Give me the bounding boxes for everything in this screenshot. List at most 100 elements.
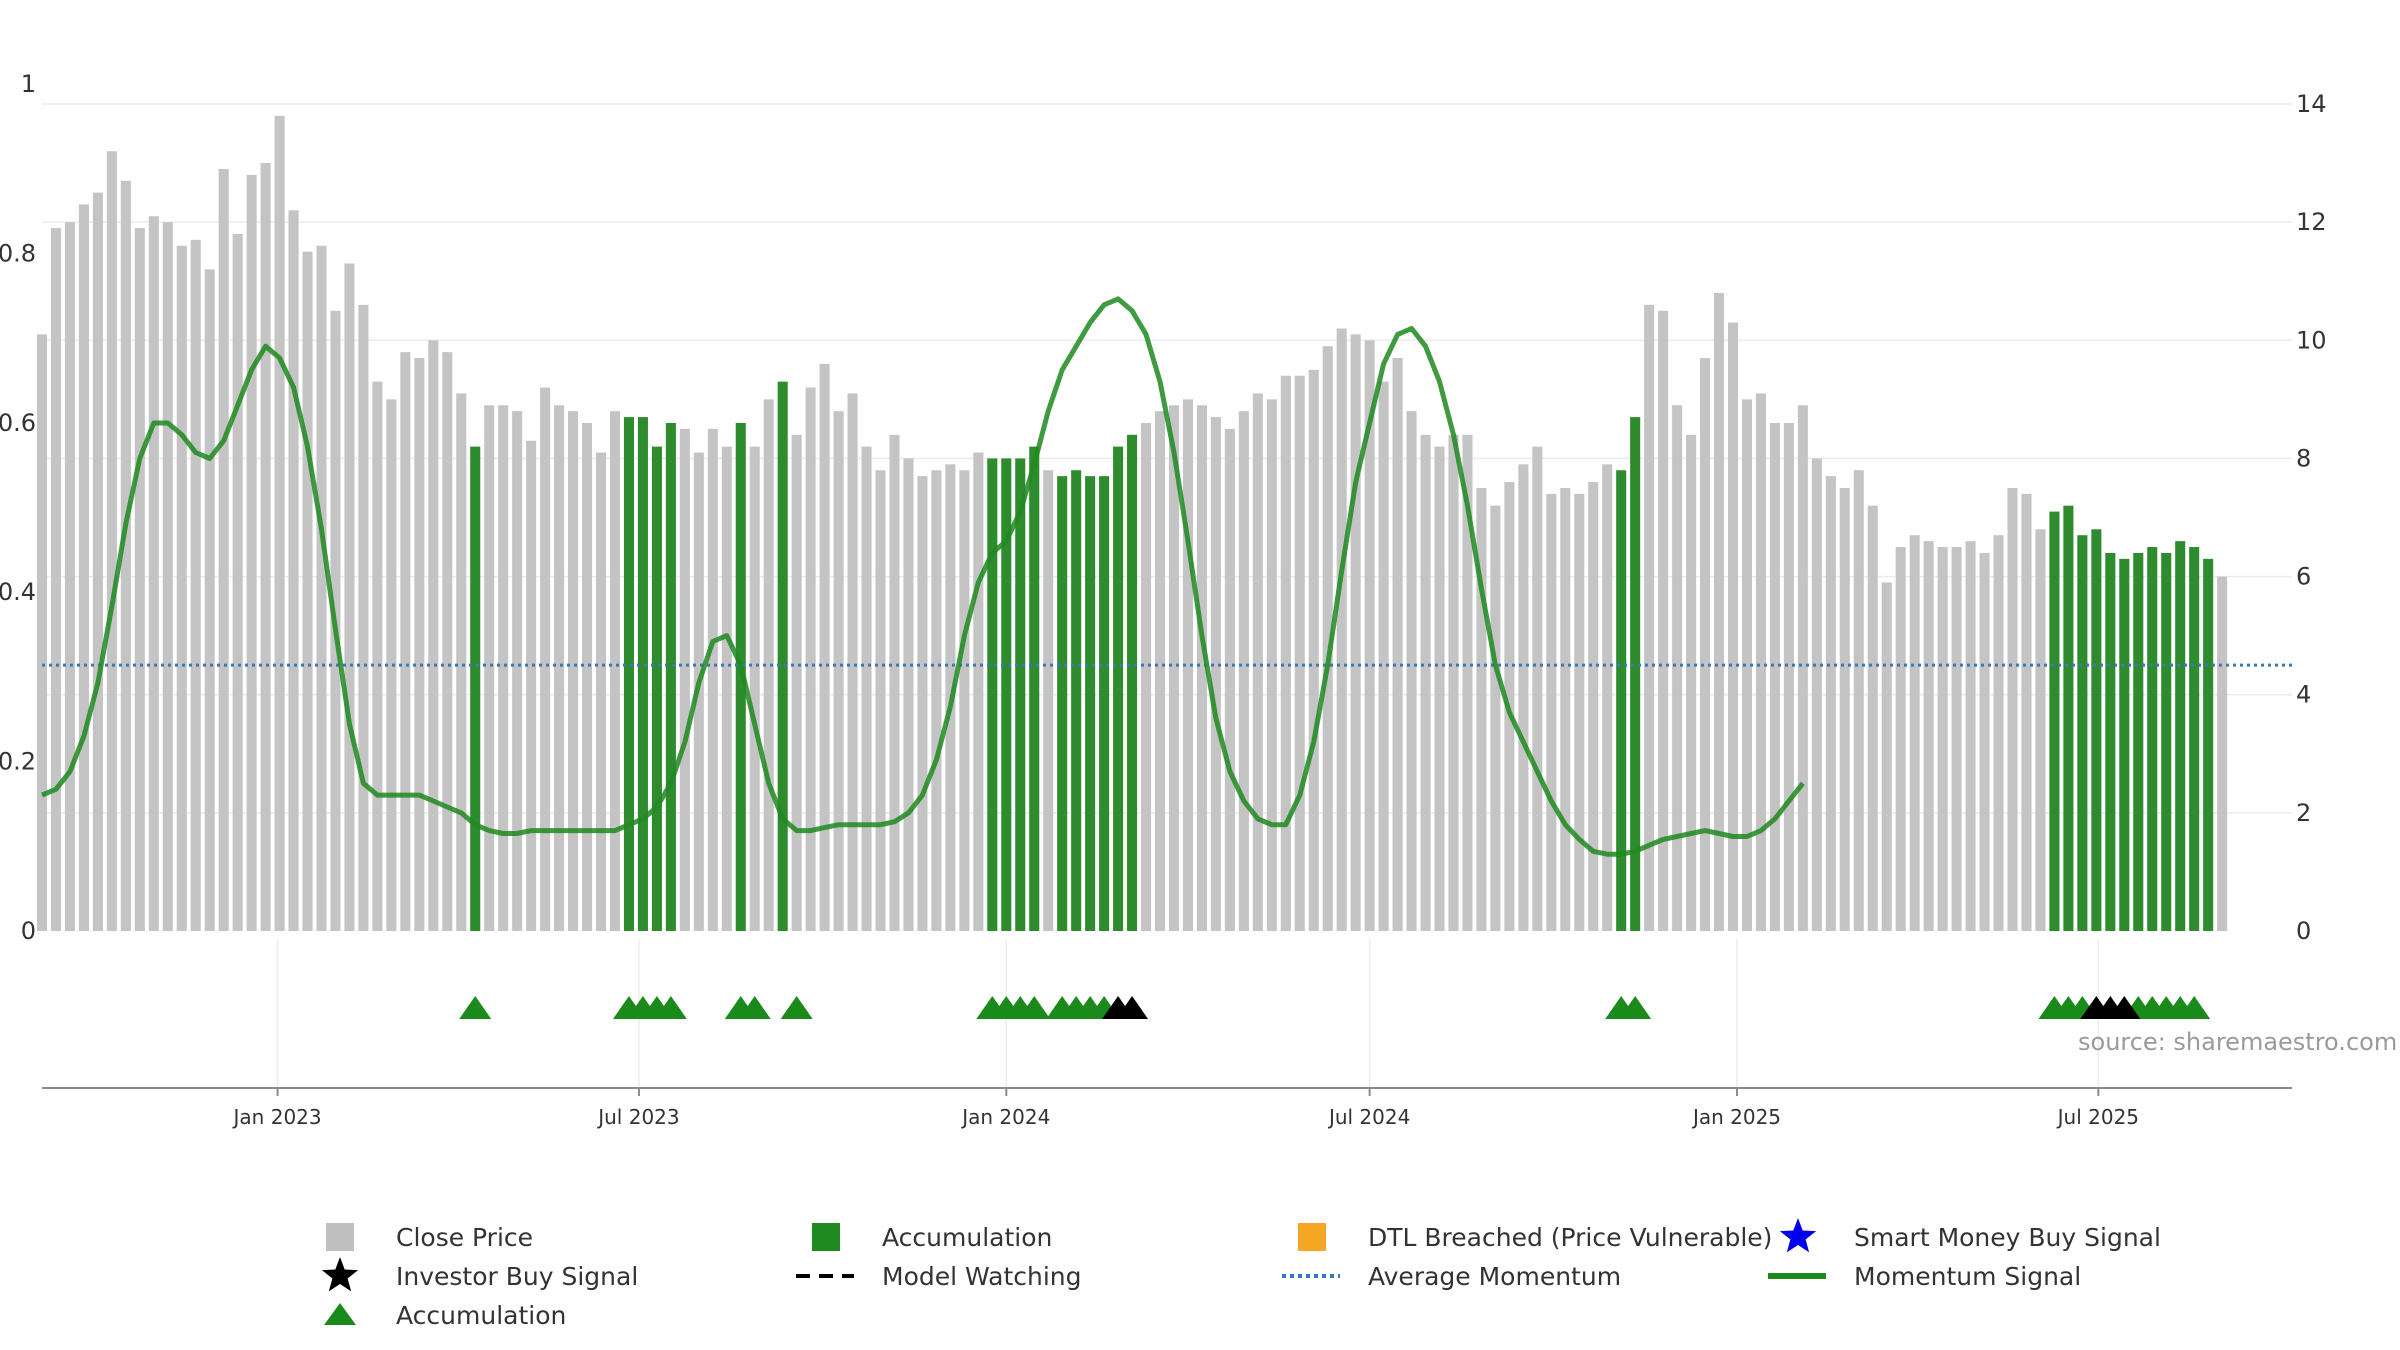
close-price-bar	[721, 446, 732, 931]
close-price-bar	[288, 210, 299, 932]
legend-item: Investor Buy Signal	[321, 1257, 638, 1292]
legend-square-icon	[812, 1223, 840, 1251]
accumulation-bar	[735, 422, 746, 931]
close-price-bar	[609, 411, 621, 932]
close-price-bar	[1979, 552, 1990, 931]
investor-buy-triangle	[1116, 996, 1149, 1019]
close-price-bar	[1769, 422, 1780, 931]
close-price-bar	[36, 334, 48, 932]
close-price-bar	[1909, 535, 1920, 931]
accumulation-bar	[1029, 446, 1040, 931]
close-price-bar	[1406, 411, 1417, 932]
close-price-bar	[1141, 422, 1152, 931]
close-price-bar	[316, 245, 327, 931]
close-price-bar	[1658, 310, 1669, 931]
close-price-bar	[498, 405, 509, 931]
signal-panel	[459, 996, 2211, 1019]
accumulation-bar	[1616, 470, 1627, 931]
accumulation-bar	[623, 417, 634, 931]
close-price-bar	[526, 440, 537, 931]
close-price-bar	[679, 428, 690, 931]
legend-star-icon	[1779, 1218, 1817, 1253]
close-price-bar	[1867, 505, 1878, 931]
right-tick-label: 10	[2296, 326, 2327, 354]
x-axis: Jan 2023 Jul 2023 Jan 2024 Jul 2024 Jan 2025…	[42, 1087, 2292, 1129]
close-price-bar	[763, 399, 774, 931]
x-tick-label: Jan 2023	[232, 1105, 322, 1129]
left-tick-label: 1	[21, 70, 36, 98]
close-price-bar	[1322, 346, 1333, 931]
left-tick-label: 0.2	[0, 748, 36, 776]
close-price-bar	[1392, 358, 1403, 931]
close-price-bar	[1853, 470, 1864, 931]
close-price-bar	[428, 340, 439, 931]
close-price-bar	[1378, 381, 1389, 931]
close-price-bar	[190, 239, 201, 932]
legend-square-icon	[326, 1223, 354, 1251]
close-price-bar	[372, 381, 383, 931]
close-price-bar	[456, 393, 467, 931]
legend-label: DTL Breached (Price Vulnerable)	[1368, 1223, 1772, 1252]
close-price-bar	[1811, 458, 1822, 931]
legend: Close Price Accumulation DTL Breached (Pri…	[321, 1218, 2161, 1330]
close-price-bar	[1783, 422, 1794, 931]
close-price-bar	[847, 393, 858, 931]
accumulation-bar	[651, 446, 662, 931]
legend-label: Close Price	[396, 1223, 533, 1252]
close-price-bar	[1588, 482, 1599, 931]
accumulation-bar	[1015, 458, 1026, 931]
legend-item: Average Momentum	[1282, 1262, 1621, 1291]
close-price-bar	[1182, 399, 1193, 931]
accumulation-bar	[1071, 470, 1082, 931]
legend-item: Model Watching	[796, 1262, 1082, 1291]
close-price-bar	[344, 263, 355, 931]
close-price-bar	[595, 452, 607, 931]
close-price-bar	[176, 245, 187, 931]
right-tick-label: 0	[2296, 917, 2311, 945]
legend-item: DTL Breached (Price Vulnerable)	[1298, 1223, 1772, 1252]
close-price-bar	[1336, 328, 1347, 931]
close-price-bar	[1294, 375, 1305, 931]
accumulation-triangle	[780, 996, 813, 1019]
right-tick-label: 6	[2296, 563, 2311, 591]
close-price-bar	[134, 228, 145, 932]
close-price-bar	[414, 358, 425, 931]
accumulation-triangle	[1619, 996, 1652, 1019]
right-tick-label: 8	[2296, 444, 2311, 472]
legend-item: Momentum Signal	[1768, 1262, 2081, 1291]
close-price-bar	[1797, 405, 1808, 931]
close-price-bar	[568, 411, 579, 932]
close-price-bar	[1839, 487, 1850, 931]
accumulation-bar	[2105, 552, 2116, 931]
close-price-bar	[400, 352, 411, 932]
accumulation-bar	[2063, 505, 2074, 931]
close-price-bar	[959, 470, 970, 931]
price-bars	[36, 115, 2228, 932]
accumulation-bar	[1127, 434, 1138, 931]
close-price-bar	[442, 352, 453, 932]
momentum-signal-line	[41, 296, 1805, 857]
accumulation-bar	[637, 417, 648, 931]
momentum-signal-path	[41, 296, 1805, 857]
close-price-bar	[1727, 322, 1739, 931]
legend-item: Accumulation	[812, 1223, 1052, 1252]
legend-label: Momentum Signal	[1854, 1262, 2081, 1291]
close-price-bar	[1713, 293, 1725, 931]
x-tick-label: Jul 2024	[1327, 1105, 1410, 1129]
accumulation-bar	[2091, 529, 2102, 931]
accumulation-bar	[1085, 476, 1096, 931]
accumulation-bar	[1057, 476, 1068, 931]
close-price-bar	[50, 228, 62, 932]
close-price-bar	[1448, 434, 1459, 931]
close-price-bar	[1266, 399, 1277, 931]
close-price-bar	[1881, 582, 1892, 931]
close-price-bar	[540, 387, 551, 931]
close-price-bar	[1434, 446, 1445, 931]
right-tick-label: 2	[2296, 799, 2311, 827]
close-price-bar	[1154, 411, 1166, 932]
close-price-bar	[1672, 405, 1683, 931]
close-price-bar	[204, 269, 215, 931]
close-price-bar	[1210, 417, 1221, 931]
close-price-bar	[903, 458, 914, 931]
x-tick-label: Jul 2025	[2056, 1105, 2139, 1129]
